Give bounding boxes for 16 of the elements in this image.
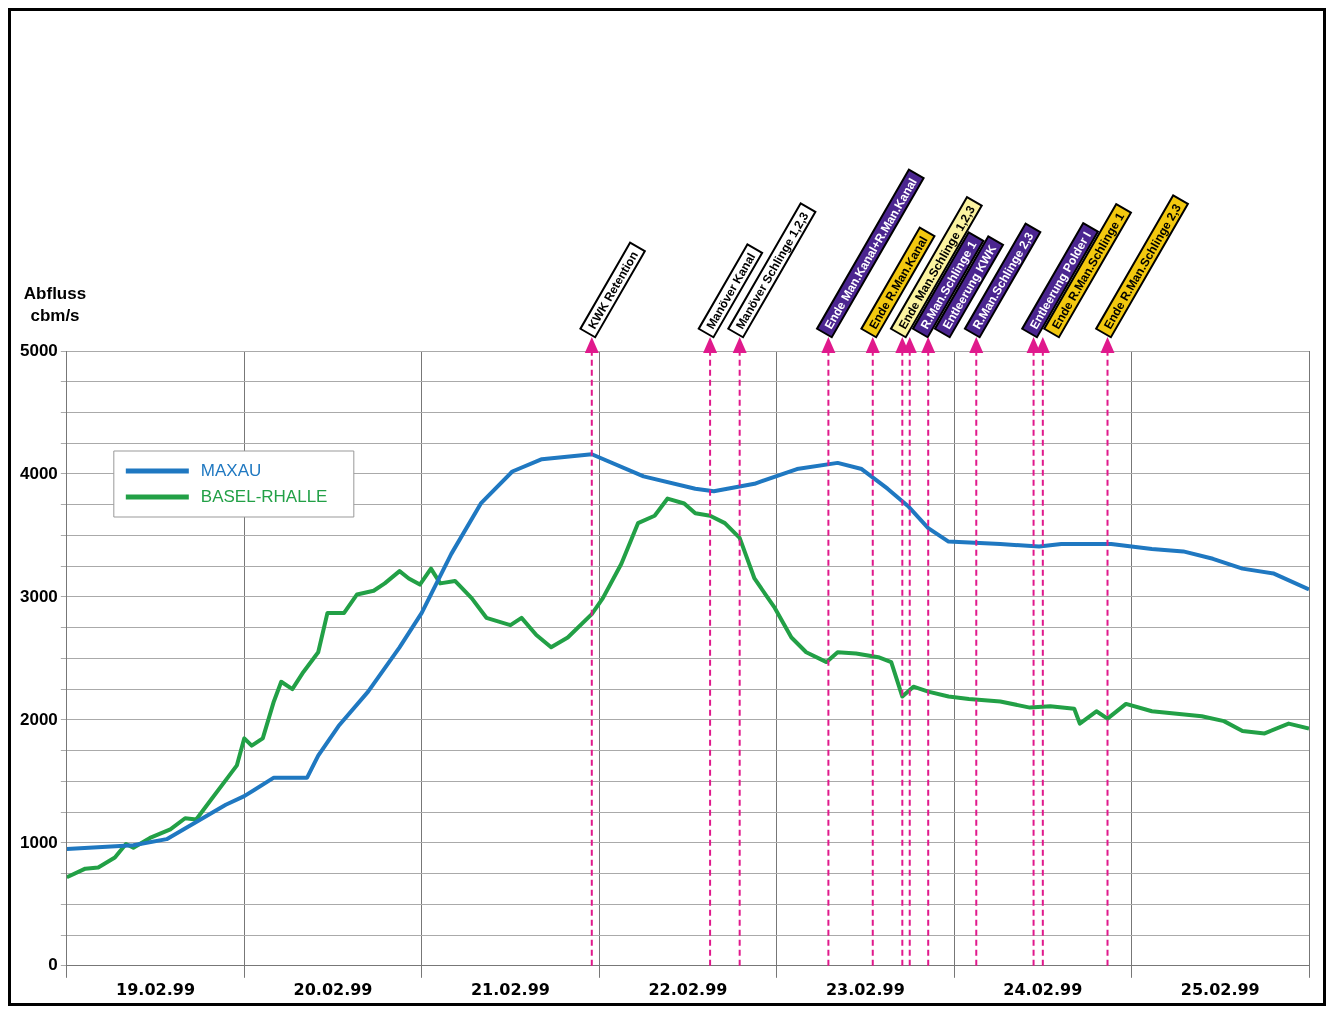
x-tick-label: 23.02.99 xyxy=(825,979,905,999)
y-axis-title: Abfluss cbm/s xyxy=(23,284,87,325)
y-tick-label: 0 xyxy=(48,955,58,975)
legend-label: MAXAU xyxy=(200,460,262,480)
y-tick-label: 2000 xyxy=(19,709,58,729)
x-tick-label: 21.02.99 xyxy=(470,979,550,999)
y-tick-label: 5000 xyxy=(19,340,58,360)
legend-label: BASEL-RHALLE xyxy=(200,486,328,506)
x-tick-label: 20.02.99 xyxy=(293,979,373,999)
x-tick-label: 19.02.99 xyxy=(116,979,196,999)
y-tick-label: 3000 xyxy=(19,586,58,606)
y-tick-label: 1000 xyxy=(19,832,58,852)
x-tick-label: 24.02.99 xyxy=(1003,979,1083,999)
x-tick-label: 25.02.99 xyxy=(1180,979,1260,999)
y-tick-label: 4000 xyxy=(19,463,58,483)
x-tick-label: 22.02.99 xyxy=(648,979,728,999)
